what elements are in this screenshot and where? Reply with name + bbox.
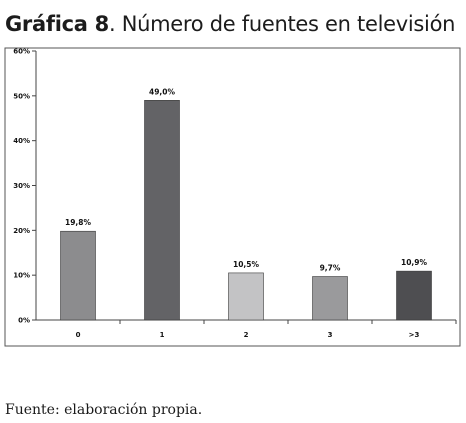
chart-title: Gráfica 8. Número de fuentes en televisi… <box>5 12 465 36</box>
y-tick-label: 0% <box>18 317 30 325</box>
axes: 0% 10% 20% 30% 40% 50% 60% 0 1 2 3 >3 <box>13 48 457 339</box>
y-tick-label: 20% <box>13 227 30 235</box>
x-tick-label: >3 <box>409 331 420 339</box>
bar-2 <box>144 100 180 321</box>
bar-data-label: 19,8% <box>65 218 92 227</box>
chart-title-prefix: Gráfica 8 <box>5 12 109 36</box>
bar-data-label: 49,0% <box>149 87 176 96</box>
bar-data-label: 10,9% <box>401 258 428 267</box>
bar-5 <box>396 270 432 321</box>
x-tick-label: 3 <box>328 331 333 339</box>
y-tick-label: 10% <box>13 272 30 280</box>
x-tick-label: 1 <box>160 331 165 339</box>
x-tick-label: 2 <box>244 331 249 339</box>
y-tick-label: 60% <box>13 48 30 56</box>
bar-data-label: 9,7% <box>320 264 341 273</box>
x-tick-label: 0 <box>76 331 81 339</box>
bar-3 <box>228 272 264 321</box>
source-note: Fuente: elaboración propia. <box>5 402 203 418</box>
y-tick-label: 30% <box>13 182 30 190</box>
bars: 19,8% 49,0% 10,5% 9,7% 10,9% <box>60 87 432 321</box>
y-tick-label: 50% <box>13 92 30 100</box>
bar-1 <box>60 230 96 321</box>
chart-title-rest: . Número de fuentes en televisión <box>108 12 456 36</box>
bar-4 <box>312 276 348 321</box>
bar-data-label: 10,5% <box>233 260 260 269</box>
y-tick-label: 40% <box>13 137 30 145</box>
